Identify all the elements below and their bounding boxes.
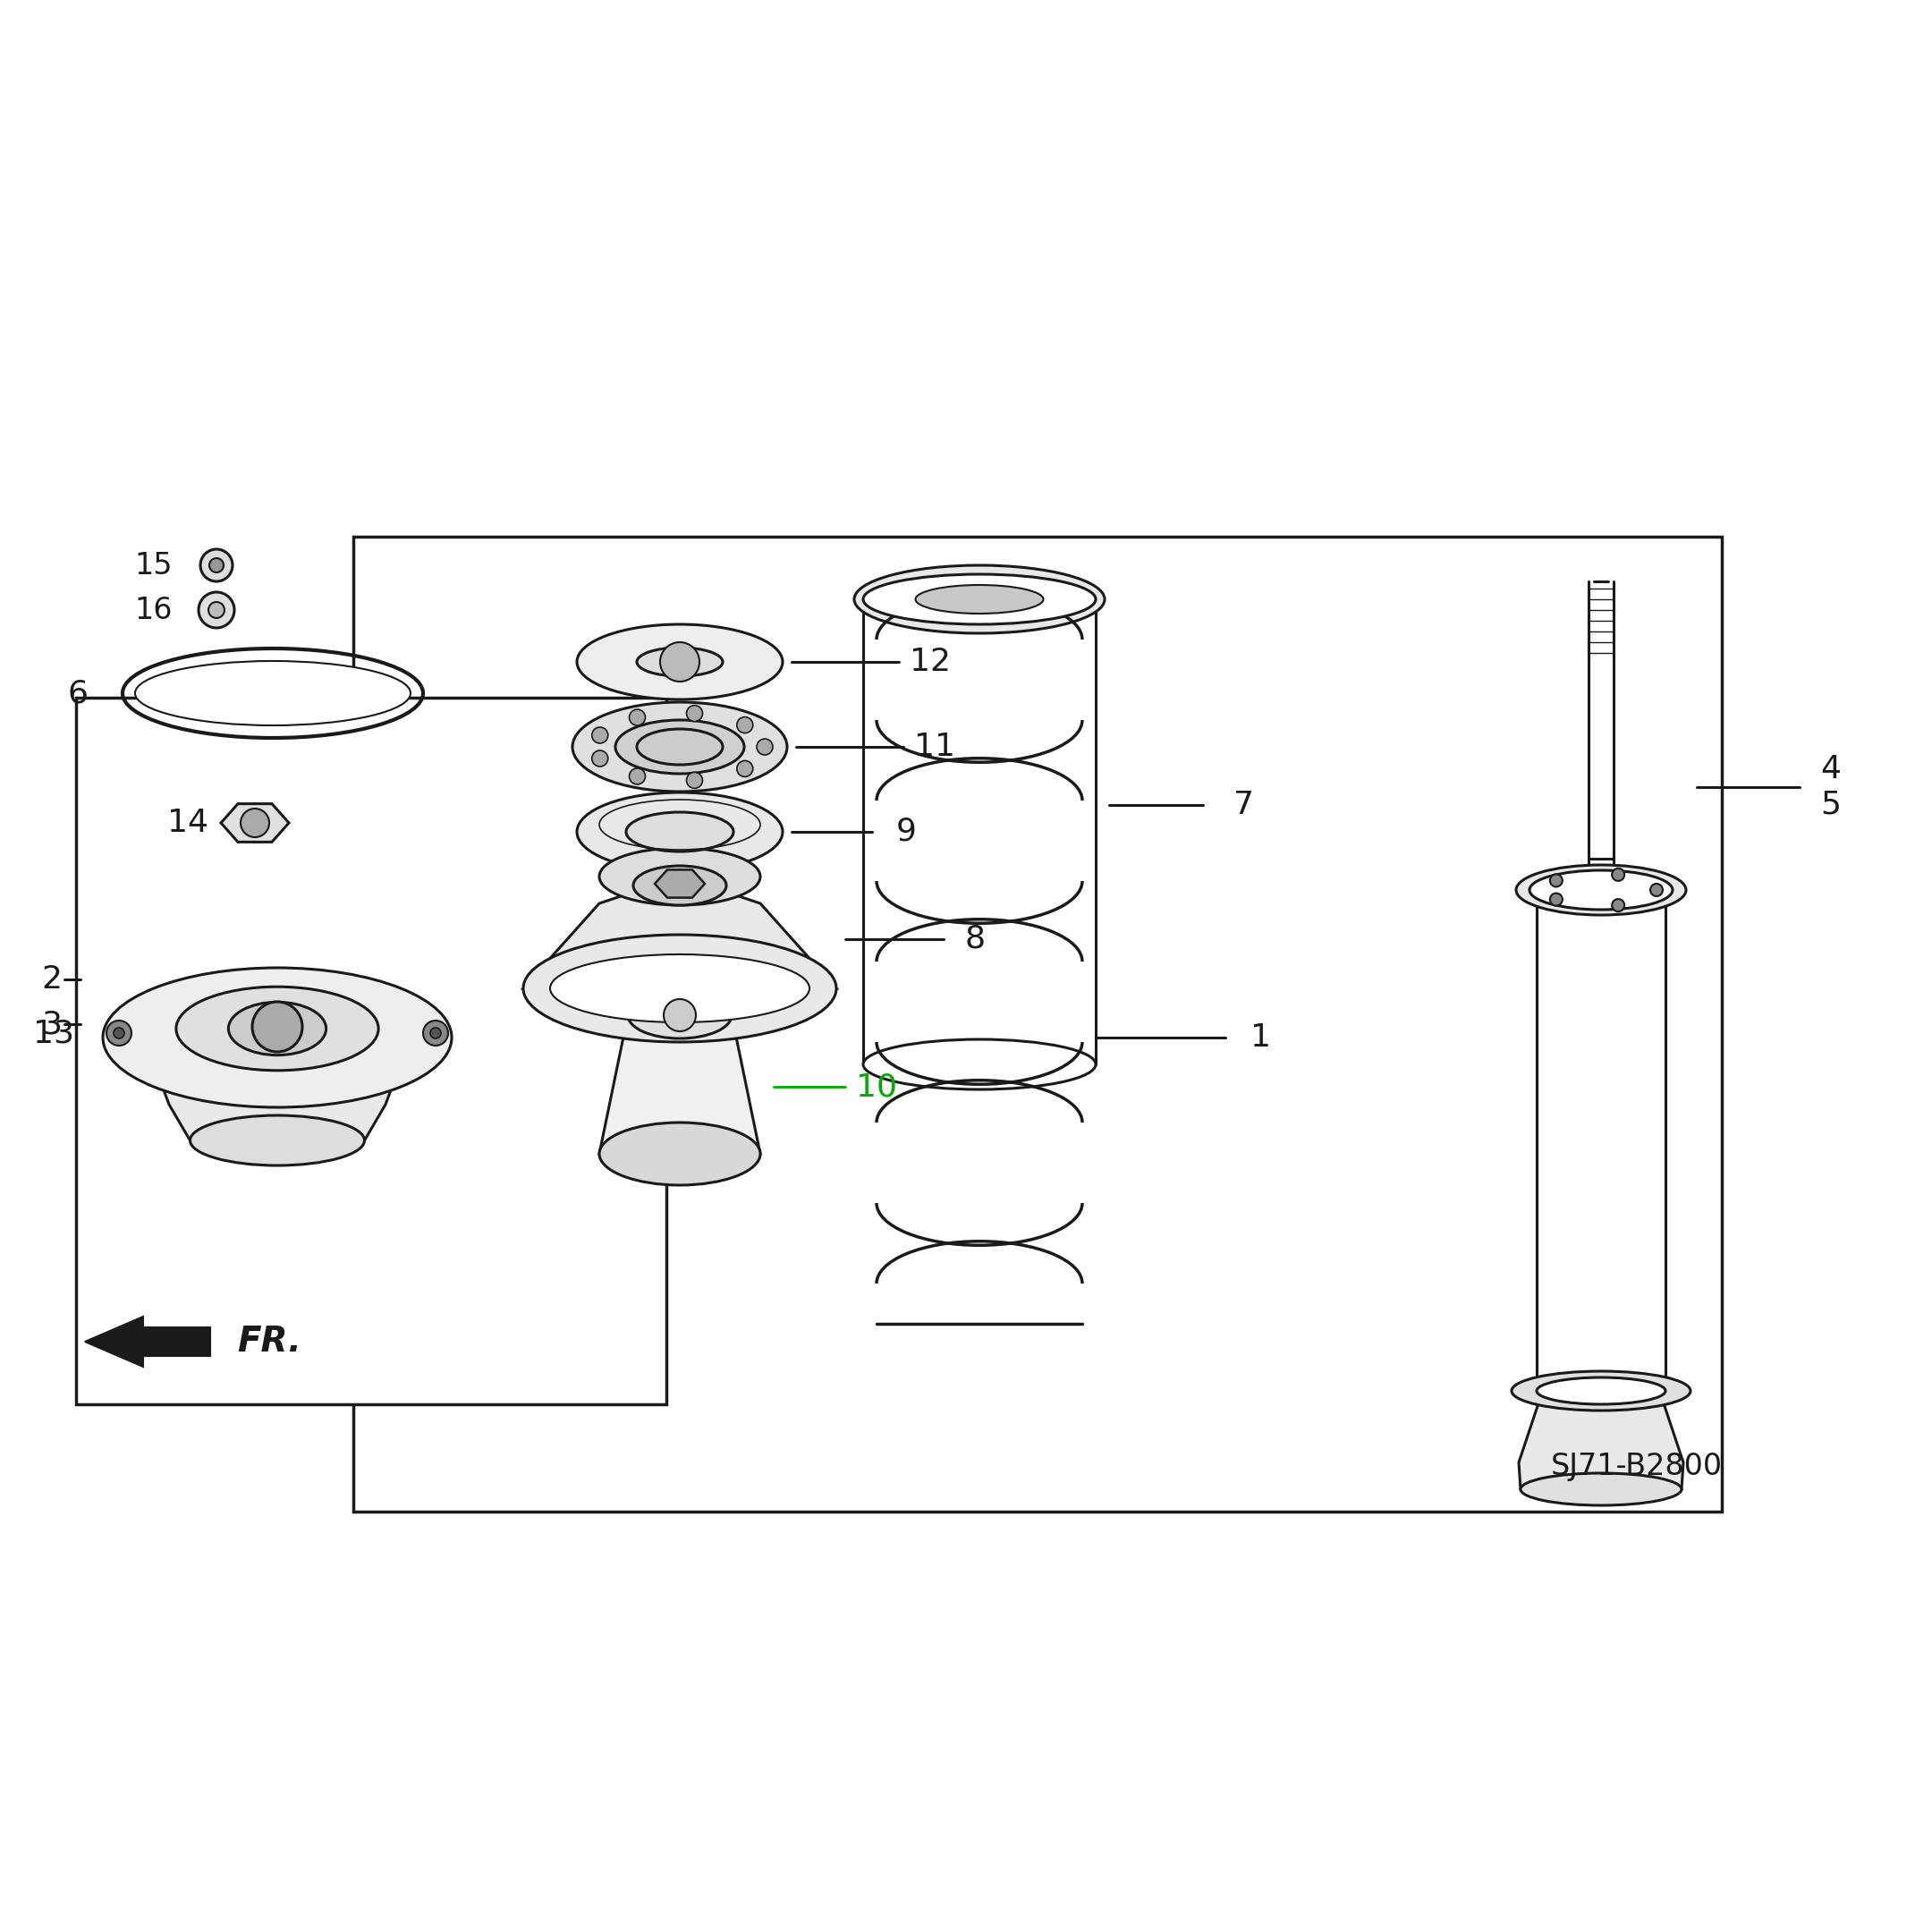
Circle shape xyxy=(431,1028,440,1039)
Circle shape xyxy=(209,558,224,572)
Polygon shape xyxy=(599,1014,761,1153)
Circle shape xyxy=(209,603,224,618)
Circle shape xyxy=(201,549,232,582)
Polygon shape xyxy=(524,877,837,989)
Circle shape xyxy=(630,709,645,726)
Polygon shape xyxy=(655,869,705,898)
Text: 12: 12 xyxy=(910,647,951,676)
Circle shape xyxy=(591,750,609,767)
Bar xyxy=(354,537,1721,1511)
Ellipse shape xyxy=(626,811,734,852)
Circle shape xyxy=(1611,898,1625,912)
Ellipse shape xyxy=(638,728,723,765)
Polygon shape xyxy=(85,1316,211,1366)
Ellipse shape xyxy=(102,968,452,1107)
Ellipse shape xyxy=(628,991,732,1039)
Circle shape xyxy=(1650,883,1663,896)
Ellipse shape xyxy=(634,866,726,906)
Ellipse shape xyxy=(616,721,744,773)
Circle shape xyxy=(757,738,773,755)
Text: 16: 16 xyxy=(135,595,172,624)
Circle shape xyxy=(1549,875,1563,887)
Ellipse shape xyxy=(135,661,410,724)
Text: 1: 1 xyxy=(1250,1022,1271,1053)
Circle shape xyxy=(736,761,753,777)
Text: 8: 8 xyxy=(964,923,985,954)
Circle shape xyxy=(686,705,703,721)
Text: 4: 4 xyxy=(1820,753,1841,784)
Ellipse shape xyxy=(1517,866,1687,916)
Text: 2: 2 xyxy=(43,964,62,995)
Polygon shape xyxy=(141,1030,413,1140)
Ellipse shape xyxy=(599,1122,761,1184)
Text: 14: 14 xyxy=(168,808,209,838)
Ellipse shape xyxy=(524,935,837,1041)
Ellipse shape xyxy=(228,1003,327,1055)
Circle shape xyxy=(423,1020,448,1045)
Text: 15: 15 xyxy=(135,551,172,580)
Text: 11: 11 xyxy=(914,732,954,761)
Ellipse shape xyxy=(176,987,379,1070)
Ellipse shape xyxy=(1530,869,1673,910)
Text: 13: 13 xyxy=(33,1018,73,1049)
Text: 7: 7 xyxy=(1233,790,1254,821)
Circle shape xyxy=(661,641,699,682)
Text: 3: 3 xyxy=(43,1009,62,1039)
Polygon shape xyxy=(1519,1395,1683,1490)
Circle shape xyxy=(1611,867,1625,881)
Circle shape xyxy=(686,773,703,788)
Ellipse shape xyxy=(638,647,723,676)
Circle shape xyxy=(114,1028,124,1039)
Text: 9: 9 xyxy=(896,817,916,846)
Ellipse shape xyxy=(864,1039,1095,1090)
Ellipse shape xyxy=(189,1115,365,1165)
Ellipse shape xyxy=(854,566,1105,634)
Bar xyxy=(75,697,667,1405)
Ellipse shape xyxy=(578,624,782,699)
Ellipse shape xyxy=(551,954,810,1022)
Circle shape xyxy=(106,1020,131,1045)
Ellipse shape xyxy=(864,574,1095,624)
Bar xyxy=(1536,895,1665,1391)
Circle shape xyxy=(1549,893,1563,906)
Ellipse shape xyxy=(1511,1372,1690,1410)
Text: 10: 10 xyxy=(856,1072,896,1101)
Ellipse shape xyxy=(578,792,782,871)
Ellipse shape xyxy=(1536,1378,1665,1405)
Circle shape xyxy=(253,1003,301,1051)
Circle shape xyxy=(591,726,609,744)
Circle shape xyxy=(630,769,645,784)
Ellipse shape xyxy=(599,848,761,906)
Circle shape xyxy=(242,810,269,837)
Text: FR.: FR. xyxy=(238,1325,301,1358)
Circle shape xyxy=(736,717,753,732)
Text: SJ71-B2800: SJ71-B2800 xyxy=(1551,1453,1723,1482)
Ellipse shape xyxy=(572,701,786,792)
Text: 6: 6 xyxy=(68,678,89,709)
Circle shape xyxy=(665,999,696,1032)
Ellipse shape xyxy=(916,585,1043,614)
Text: 5: 5 xyxy=(1820,790,1841,821)
Polygon shape xyxy=(220,804,290,842)
Ellipse shape xyxy=(1520,1472,1681,1505)
Circle shape xyxy=(199,591,234,628)
